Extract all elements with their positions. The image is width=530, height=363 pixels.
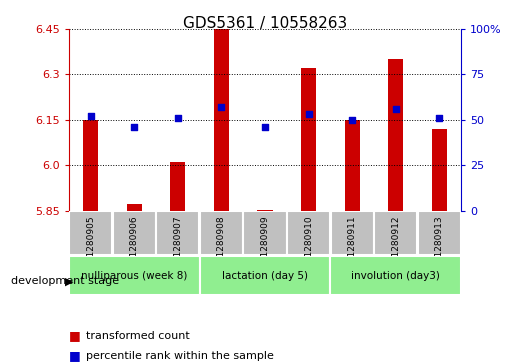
Bar bbox=[301, 68, 316, 211]
Point bbox=[86, 113, 95, 119]
Text: GDS5361 / 10558263: GDS5361 / 10558263 bbox=[183, 16, 347, 31]
Text: GSM1280908: GSM1280908 bbox=[217, 215, 226, 276]
Text: lactation (day 5): lactation (day 5) bbox=[222, 271, 308, 281]
FancyBboxPatch shape bbox=[331, 211, 374, 256]
FancyBboxPatch shape bbox=[200, 256, 330, 295]
Text: GSM1280909: GSM1280909 bbox=[261, 215, 269, 276]
Text: involution (day3): involution (day3) bbox=[351, 271, 440, 281]
FancyBboxPatch shape bbox=[156, 211, 199, 256]
Bar bbox=[344, 120, 360, 211]
Text: GSM1280906: GSM1280906 bbox=[130, 215, 139, 276]
Point bbox=[304, 111, 313, 117]
Bar bbox=[170, 162, 185, 211]
Text: GSM1280912: GSM1280912 bbox=[391, 215, 400, 276]
Bar bbox=[388, 59, 403, 211]
Bar bbox=[83, 120, 99, 211]
Text: GSM1280910: GSM1280910 bbox=[304, 215, 313, 276]
Point bbox=[435, 115, 444, 121]
Point bbox=[217, 104, 226, 110]
FancyBboxPatch shape bbox=[113, 211, 156, 256]
FancyBboxPatch shape bbox=[243, 211, 287, 256]
Text: ■: ■ bbox=[69, 329, 81, 342]
Point bbox=[130, 124, 138, 130]
FancyBboxPatch shape bbox=[287, 211, 330, 256]
Text: GSM1280905: GSM1280905 bbox=[86, 215, 95, 276]
Point bbox=[174, 115, 182, 121]
Bar bbox=[127, 204, 142, 211]
Bar bbox=[432, 129, 447, 211]
Point bbox=[392, 106, 400, 112]
Bar bbox=[214, 29, 229, 211]
Text: ▶: ▶ bbox=[65, 276, 74, 286]
FancyBboxPatch shape bbox=[330, 256, 461, 295]
Text: GSM1280911: GSM1280911 bbox=[348, 215, 357, 276]
Text: nulliparous (week 8): nulliparous (week 8) bbox=[81, 271, 188, 281]
FancyBboxPatch shape bbox=[418, 211, 461, 256]
Text: transformed count: transformed count bbox=[86, 331, 190, 341]
Point bbox=[261, 124, 269, 130]
FancyBboxPatch shape bbox=[69, 211, 112, 256]
Text: GSM1280907: GSM1280907 bbox=[173, 215, 182, 276]
FancyBboxPatch shape bbox=[69, 256, 200, 295]
FancyBboxPatch shape bbox=[374, 211, 417, 256]
FancyBboxPatch shape bbox=[200, 211, 243, 256]
Bar bbox=[258, 210, 272, 211]
Point bbox=[348, 117, 356, 123]
Text: ■: ■ bbox=[69, 349, 81, 362]
Text: percentile rank within the sample: percentile rank within the sample bbox=[86, 351, 274, 361]
Text: development stage: development stage bbox=[11, 276, 119, 286]
Text: GSM1280913: GSM1280913 bbox=[435, 215, 444, 276]
